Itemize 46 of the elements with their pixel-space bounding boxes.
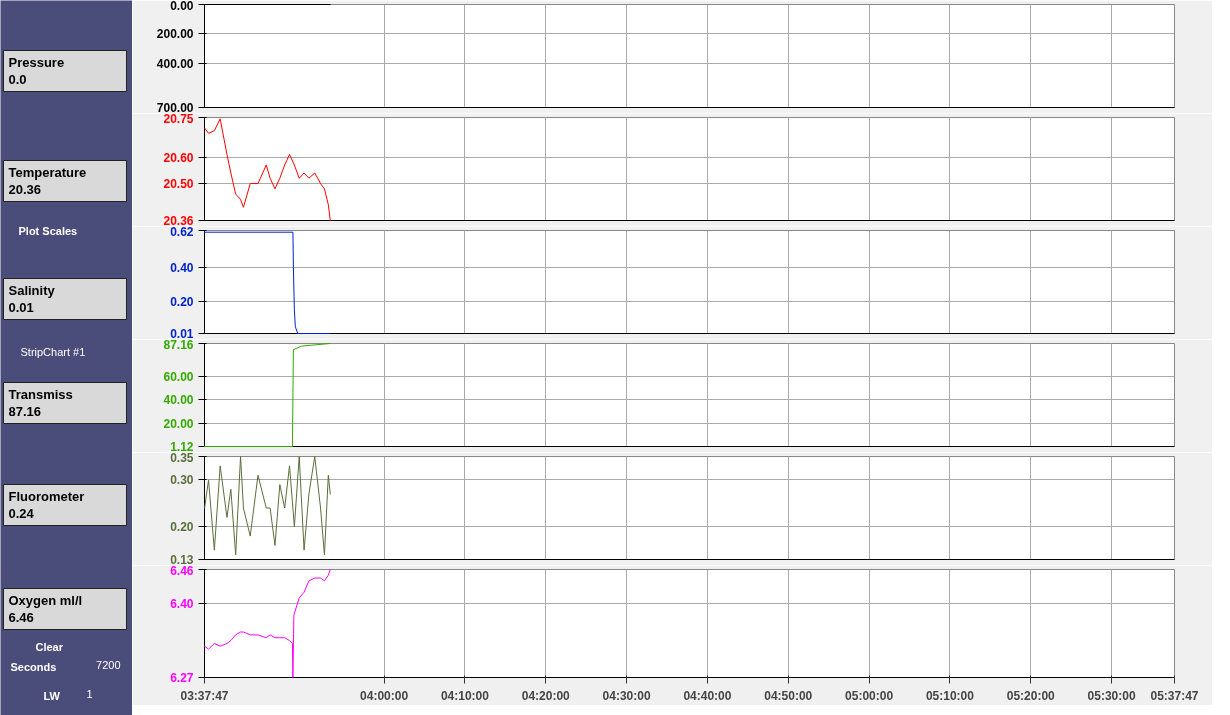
text: Salinity: [8, 282, 56, 298]
y-tick-label: 20.60: [163, 150, 194, 165]
x-tick-label: 04:20:00: [521, 688, 571, 703]
y-tick-label: 20.00: [163, 417, 194, 432]
y-tick-label: 20.50: [163, 177, 194, 192]
text: Temperature: [8, 164, 87, 180]
x-tick-label: 04:50:00: [764, 688, 813, 703]
text: Seconds: [10, 660, 57, 673]
text: 7200: [96, 658, 121, 671]
text: 0.0: [8, 71, 27, 87]
y-tick-label: 6.40: [170, 597, 194, 612]
text: 87.16: [8, 403, 42, 419]
text: Oxygen ml/l: [8, 592, 83, 608]
line-series: [204, 456, 331, 556]
y-tick-label: 0.20: [170, 520, 194, 535]
text: Pressure: [8, 54, 65, 70]
y-tick-label: 200.00: [156, 27, 194, 42]
text: 0.01: [8, 299, 34, 315]
text: Clear: [35, 640, 64, 653]
text: Transmiss: [8, 386, 73, 402]
x-tick-label: 03:37:47: [180, 688, 229, 703]
text: LW: [43, 689, 61, 702]
text: StripChart #1: [20, 345, 86, 358]
y-tick-label: 40.00: [163, 393, 194, 408]
x-tick-label: 04:00:00: [360, 688, 409, 703]
y-tick-label: 0.20: [170, 294, 194, 309]
x-tick-label: 05:30:00: [1087, 688, 1136, 703]
y-tick-label: 0.00: [170, 0, 194, 13]
x-tick-label: 04:40:00: [683, 688, 732, 703]
text: 20.36: [8, 181, 42, 197]
y-tick-label: 0.30: [170, 473, 194, 488]
text: Plot Scales: [18, 224, 78, 237]
text: Fluorometer: [8, 488, 85, 504]
y-tick-label: 400.00: [156, 56, 194, 71]
x-tick-label: 04:10:00: [440, 688, 490, 703]
x-tick-label: 05:00:00: [845, 688, 894, 703]
text: 6.46: [8, 609, 34, 625]
x-tick-label: 04:30:00: [602, 688, 651, 703]
x-tick-label: 05:10:00: [925, 688, 975, 703]
y-tick-label: 6.27: [170, 671, 194, 685]
text: 0.24: [8, 505, 35, 521]
x-tick-label: 05:20:00: [1006, 688, 1056, 703]
y-tick-label: 60.00: [163, 369, 194, 384]
x-tick-label: 05:37:47: [1150, 688, 1199, 703]
text: 1: [86, 687, 93, 700]
y-tick-label: 0.40: [170, 261, 194, 276]
